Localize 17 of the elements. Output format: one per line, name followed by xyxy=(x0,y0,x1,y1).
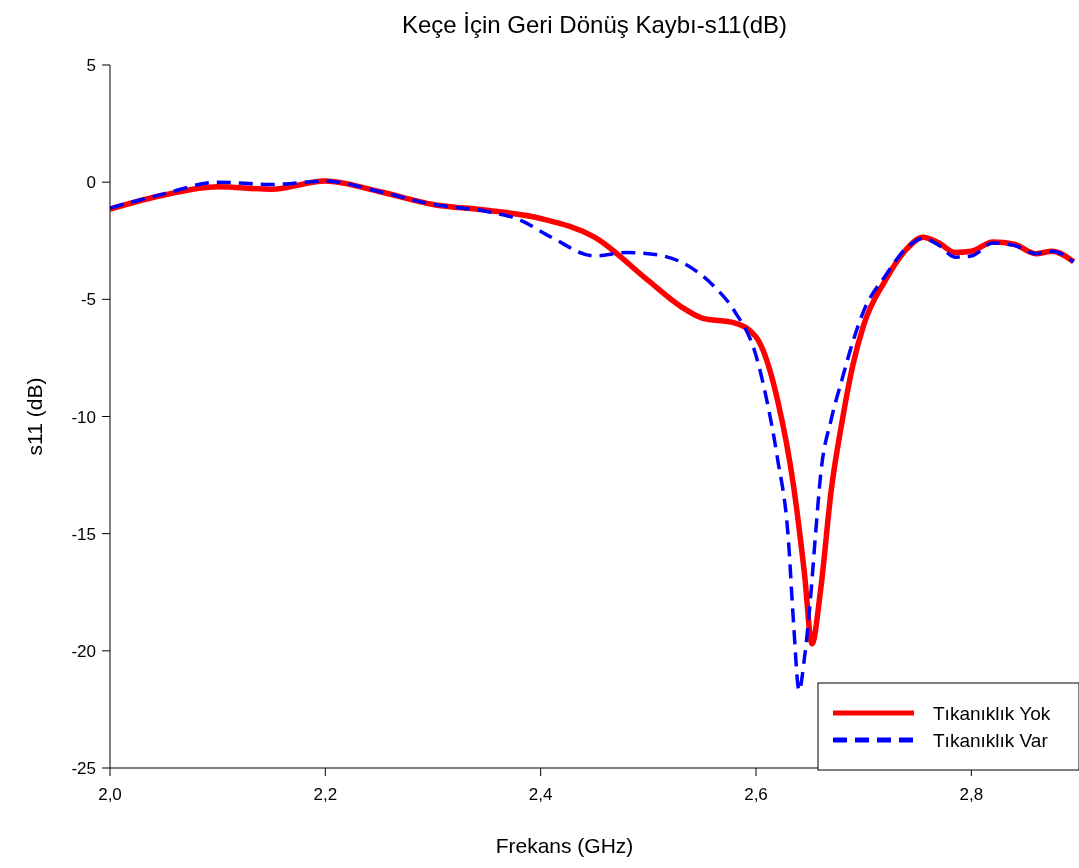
y-axis-title: s11 (dB) xyxy=(23,377,46,456)
y-tick-label: -20 xyxy=(71,641,96,661)
y-tick-label: -5 xyxy=(80,290,96,310)
y-tick-label: 0 xyxy=(86,173,96,193)
y-tick-label: -25 xyxy=(71,759,96,778)
legend-label: Tıkanıklık Var xyxy=(933,730,1049,751)
x-tick-label: 2,8 xyxy=(959,785,984,804)
y-tick-label: 5 xyxy=(86,56,96,75)
x-tick-label: 2,0 xyxy=(98,785,122,804)
x-axis-title: Frekans (GHz) xyxy=(495,834,634,857)
y-tick-label: -15 xyxy=(71,524,96,544)
x-tick-label: 2,2 xyxy=(313,785,338,804)
x-tick-label: 2,6 xyxy=(744,785,768,804)
x-tick-label: 2,4 xyxy=(528,785,553,804)
chart-title: Keçe İçin Geri Dönüş Kaybı-s11(dB) xyxy=(401,11,788,38)
legend-label: Tıkanıklık Yok xyxy=(933,703,1051,724)
y-tick-label: -10 xyxy=(71,407,96,427)
